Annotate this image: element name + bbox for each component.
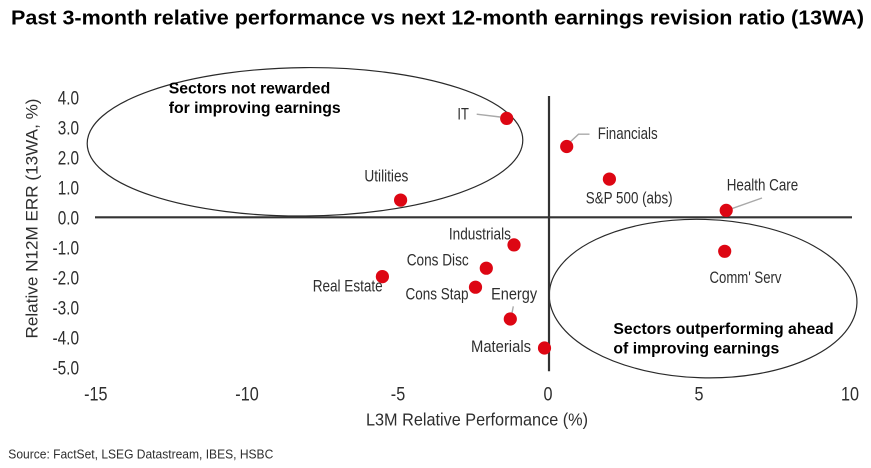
svg-text:-3.0: -3.0 [53,297,80,319]
svg-text:0: 0 [544,383,553,405]
svg-text:L3M Relative Performance (%): L3M Relative Performance (%) [366,409,588,429]
svg-text:Past 3-month relative performa: Past 3-month relative performance vs nex… [11,7,864,30]
svg-text:Industrials: Industrials [449,224,511,243]
svg-text:-10: -10 [235,383,259,405]
svg-text:2.0: 2.0 [58,147,79,169]
svg-text:4.0: 4.0 [58,87,79,109]
svg-text:Energy: Energy [491,285,538,304]
svg-text:1.0: 1.0 [58,177,79,199]
svg-text:Cons Disc: Cons Disc [407,250,469,269]
svg-text:Relative N12M ERR (13WA, %): Relative N12M ERR (13WA, %) [23,99,42,339]
svg-text:-2.0: -2.0 [53,267,80,289]
svg-text:Utilities: Utilities [364,167,408,186]
svg-text:0.0: 0.0 [58,207,79,229]
svg-text:of improving earnings: of improving earnings [613,340,779,357]
svg-text:-1.0: -1.0 [53,237,80,259]
svg-text:3.0: 3.0 [58,117,79,139]
svg-text:Cons Stap: Cons Stap [406,285,469,304]
svg-text:Health Care: Health Care [727,176,799,195]
svg-text:Materials: Materials [471,337,531,356]
svg-text:Real Estate: Real Estate [313,277,383,296]
svg-text:IT: IT [457,105,469,124]
svg-text:Sectors outperforming ahead: Sectors outperforming ahead [613,321,833,338]
svg-text:Source: FactSet, LSEG Datastre: Source: FactSet, LSEG Datastream, IBES, … [8,447,273,462]
svg-text:-5.0: -5.0 [53,357,80,379]
svg-text:-15: -15 [84,383,108,405]
svg-text:Sectors not rewarded: Sectors not rewarded [169,81,331,98]
svg-text:Financials: Financials [598,124,658,143]
svg-text:-5: -5 [391,383,406,405]
svg-text:S&P 500 (abs): S&P 500 (abs) [586,189,673,208]
svg-text:Comm' Serv: Comm' Serv [710,268,782,287]
svg-text:10: 10 [841,383,859,405]
svg-text:5: 5 [695,383,704,405]
svg-text:for improving earnings: for improving earnings [169,100,341,117]
svg-text:-4.0: -4.0 [53,327,80,349]
